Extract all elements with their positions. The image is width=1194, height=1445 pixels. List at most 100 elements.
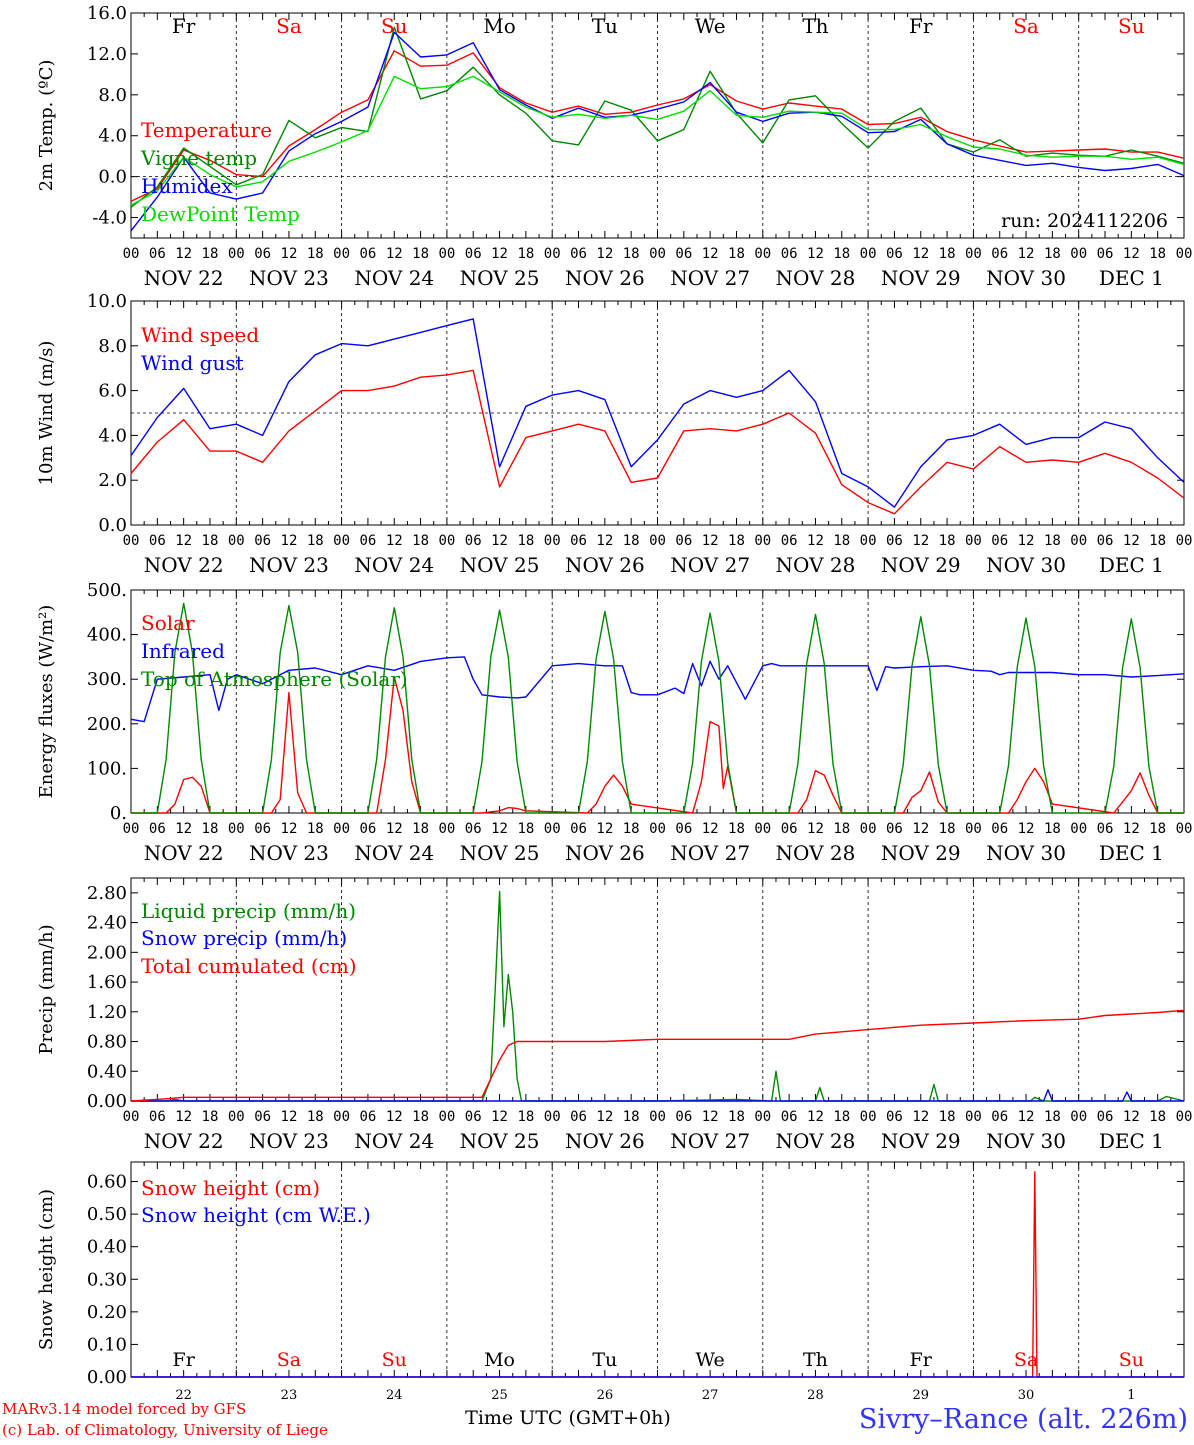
- day-name: Mo: [484, 1349, 515, 1371]
- hour-tick-label: 00: [438, 1109, 455, 1125]
- hour-tick-label: 06: [359, 821, 376, 837]
- y-tick-label: 2.80: [87, 883, 127, 904]
- hour-tick-label: 00: [123, 533, 140, 549]
- run-label: run: 2024112206: [1001, 210, 1168, 232]
- hour-tick-label: 12: [596, 1109, 613, 1125]
- hour-tick-label: 18: [307, 1109, 324, 1125]
- date-label: NOV 29: [881, 1129, 961, 1153]
- day-name: We: [696, 1349, 725, 1371]
- y-tick-label: 0.40: [87, 1061, 127, 1082]
- legend-entry: Snow height (cm): [141, 1176, 320, 1200]
- date-label: DEC 1: [1099, 841, 1164, 865]
- y-tick-label: 500.: [87, 580, 127, 601]
- hour-tick-label: 12: [596, 533, 613, 549]
- date-label: NOV 29: [881, 553, 961, 577]
- day-number: 24: [386, 1388, 403, 1403]
- y-tick-label: 4.0: [98, 126, 127, 147]
- day-name: Fr: [172, 14, 196, 38]
- series-line-wind-speed: [130, 369, 1185, 515]
- day-number: 25: [491, 1388, 508, 1403]
- hour-tick-label: 12: [1018, 821, 1035, 837]
- hour-tick-label: 12: [281, 246, 298, 262]
- series-line-solar: [131, 676, 1184, 814]
- y-tick-label: 0.80: [87, 1032, 127, 1053]
- hour-tick-label: 18: [833, 1109, 850, 1125]
- day-name: Mo: [483, 14, 516, 38]
- date-label: NOV 23: [249, 841, 329, 865]
- day-number: 30: [1018, 1388, 1035, 1403]
- hour-tick-label: 00: [544, 1109, 561, 1125]
- hour-tick-label: 18: [623, 246, 640, 262]
- y-tick-label: 2.00: [87, 942, 127, 963]
- hour-tick-label: 12: [281, 1109, 298, 1125]
- y-axis-label: Precip (mm/h): [36, 924, 57, 1054]
- y-tick-label: 0.0: [98, 515, 127, 536]
- hour-tick-label: 00: [965, 533, 982, 549]
- date-label: NOV 22: [144, 841, 224, 865]
- hour-tick-label: 06: [570, 246, 587, 262]
- date-label: NOV 23: [249, 1129, 329, 1153]
- y-tick-label: 8.0: [98, 85, 127, 106]
- hour-tick-label: 00: [123, 821, 140, 837]
- hour-tick-label: 12: [386, 533, 403, 549]
- hour-tick-label: 06: [465, 821, 482, 837]
- legend-entry: Vigne temp: [140, 146, 257, 170]
- hour-tick-label: 06: [886, 1109, 903, 1125]
- hour-tick-label: 00: [333, 1109, 350, 1125]
- hour-tick-label: 06: [1097, 821, 1114, 837]
- hour-tick-label: 18: [728, 1109, 745, 1125]
- hour-tick-label: 18: [728, 246, 745, 262]
- hour-tick-label: 12: [281, 821, 298, 837]
- hour-tick-label: 12: [175, 246, 192, 262]
- date-label: NOV 27: [670, 841, 750, 865]
- date-label: NOV 25: [460, 553, 540, 577]
- hour-tick-label: 06: [465, 246, 482, 262]
- date-label: NOV 30: [986, 841, 1066, 865]
- date-label: NOV 25: [460, 841, 540, 865]
- date-label: NOV 27: [670, 553, 750, 577]
- date-label: NOV 24: [354, 266, 434, 290]
- hour-tick-label: 06: [991, 1109, 1008, 1125]
- hour-tick-label: 06: [991, 533, 1008, 549]
- plot-frame: [130, 589, 1185, 814]
- hour-tick-label: 06: [570, 1109, 587, 1125]
- day-name: Th: [803, 1349, 828, 1371]
- hour-tick-label: 18: [517, 1109, 534, 1125]
- series-line-temperature: [130, 50, 1185, 202]
- hour-tick-label: 00: [1070, 1109, 1087, 1125]
- hour-tick-label: 00: [1176, 1109, 1193, 1125]
- hour-tick-label: 18: [939, 246, 956, 262]
- hour-tick-label: 06: [1097, 1109, 1114, 1125]
- hour-tick-label: 18: [202, 1109, 219, 1125]
- y-tick-label: 0.20: [87, 1302, 127, 1323]
- hour-tick-label: 18: [307, 533, 324, 549]
- hour-tick-label: 00: [965, 821, 982, 837]
- hour-tick-label: 12: [1018, 246, 1035, 262]
- hour-tick-label: 12: [175, 533, 192, 549]
- hour-tick-label: 00: [333, 821, 350, 837]
- y-tick-label: 2.0: [98, 470, 127, 491]
- hour-tick-label: 00: [333, 533, 350, 549]
- hour-tick-label: 00: [649, 246, 666, 262]
- date-label: DEC 1: [1099, 1129, 1164, 1153]
- day-number: 22: [175, 1388, 192, 1403]
- hour-tick-label: 12: [175, 821, 192, 837]
- hour-tick-label: 00: [965, 246, 982, 262]
- hour-tick-label: 12: [912, 821, 929, 837]
- date-label: NOV 28: [776, 841, 856, 865]
- panel-5: 0.00 0.10 0.20 0.30 0.40 0.50 0.60 Snow height …: [36, 1161, 1185, 1388]
- hour-tick-label: 06: [570, 533, 587, 549]
- date-label: NOV 27: [670, 266, 750, 290]
- hour-tick-label: 00: [544, 533, 561, 549]
- hour-tick-label: 06: [465, 1109, 482, 1125]
- hour-tick-label: 06: [886, 533, 903, 549]
- hour-tick-label: 06: [781, 821, 798, 837]
- hour-tick-label: 12: [807, 246, 824, 262]
- hour-tick-label: 18: [1149, 533, 1166, 549]
- y-tick-label: 200.: [87, 714, 127, 735]
- hour-tick-label: 18: [517, 246, 534, 262]
- hour-tick-label: 06: [1097, 246, 1114, 262]
- hour-tick-label: 12: [1123, 533, 1140, 549]
- hour-tick-label: 00: [860, 246, 877, 262]
